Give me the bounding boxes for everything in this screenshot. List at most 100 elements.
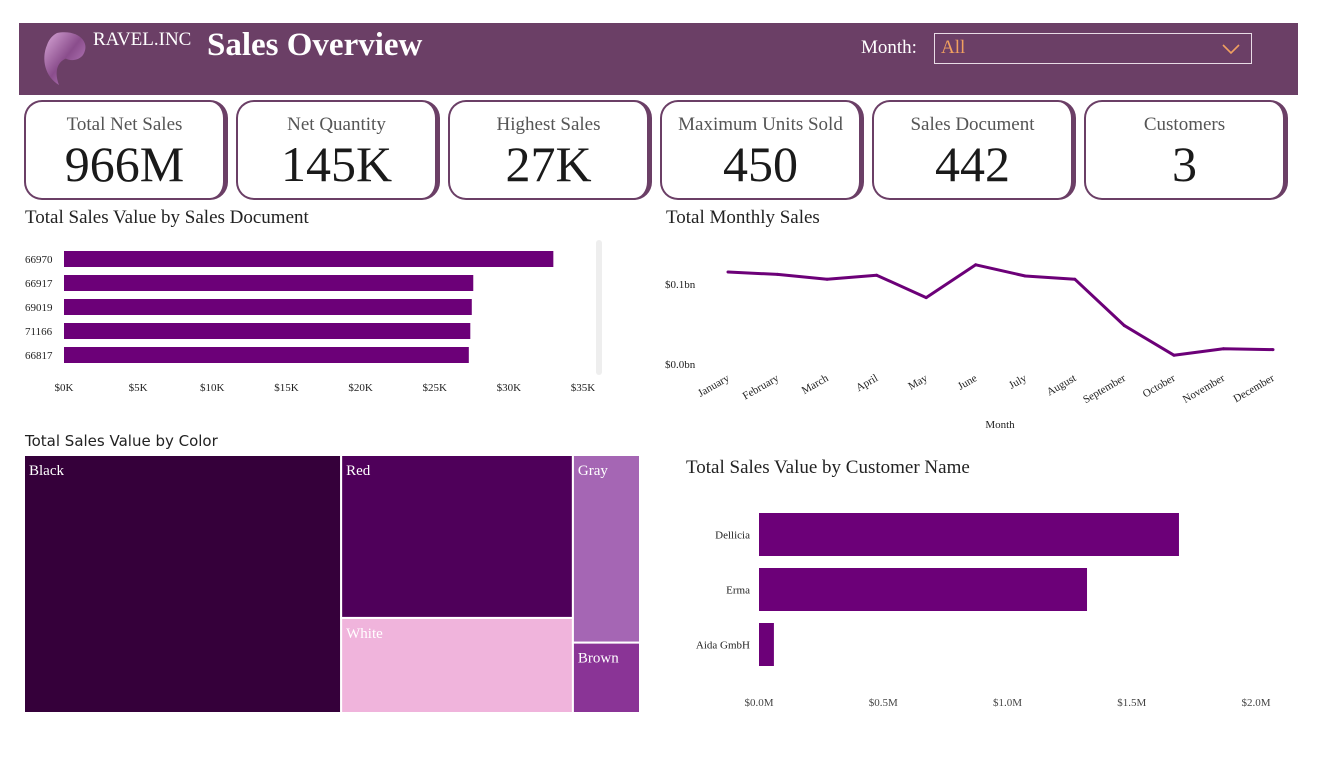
treemap-tile-gray — [571, 455, 640, 644]
data-point — [1122, 324, 1126, 328]
kpi-label: Maximum Units Sold — [678, 114, 843, 135]
treemap-label: Gray — [578, 463, 608, 479]
x-tick-label: $1.5M — [1117, 697, 1146, 709]
color-treemap-chart: Black Red White Gray Brown — [24, 455, 640, 713]
bar — [759, 568, 1088, 611]
kpi-value: 3 — [1172, 136, 1197, 192]
bar — [64, 323, 471, 339]
kpi-label: Customers — [1143, 114, 1226, 135]
kpi-value: 145K — [280, 136, 393, 192]
y-tick-label: $0.1bn — [665, 279, 696, 291]
category-label: Aida GmbH — [696, 640, 750, 652]
x-tick-label: July — [1007, 372, 1029, 392]
data-point — [924, 296, 928, 300]
brand-name: RAVEL.INC — [93, 29, 192, 50]
kpi-card-customers: Customers 3 — [1084, 100, 1288, 200]
bar — [64, 347, 469, 363]
kpi-label: Net Quantity — [287, 114, 386, 135]
data-point — [974, 263, 978, 267]
data-point — [776, 272, 780, 276]
kpi-card-highest-sales: Highest Sales 27K — [448, 100, 652, 200]
treemap-tile-brown — [571, 641, 640, 713]
x-tick-label: $0.0M — [744, 697, 773, 709]
x-tick-label: April — [854, 372, 880, 394]
customer-chart-title: Total Sales Value by Customer Name — [686, 457, 970, 478]
category-label: Erma — [726, 585, 750, 597]
data-point — [1172, 353, 1176, 357]
chart-scrollbar[interactable] — [596, 240, 602, 375]
x-tick-label: November — [1181, 372, 1227, 406]
kpi-label: Highest Sales — [496, 114, 601, 135]
ribbon-logo-icon — [44, 32, 86, 85]
x-tick-label: $30K — [497, 382, 522, 394]
data-point — [1271, 348, 1275, 352]
customer-bar-chart: Dellicia Erma Aida GmbH $0.0M $0.5M $1.0M $1.5… — [696, 513, 1271, 709]
x-tick-label: December — [1231, 372, 1276, 405]
treemap-label: Black — [29, 463, 64, 479]
treemap-label: White — [346, 626, 383, 642]
doc-chart-title: Total Sales Value by Sales Document — [25, 207, 309, 228]
bar — [64, 275, 474, 291]
x-tick-label: $20K — [348, 382, 373, 394]
x-tick-label: $15K — [274, 382, 299, 394]
monthly-chart-title: Total Monthly Sales — [666, 207, 820, 228]
kpi-value: 442 — [935, 136, 1010, 192]
x-tick-label: September — [1081, 372, 1128, 406]
x-tick-label: $1.0M — [993, 697, 1022, 709]
x-tick-label: May — [906, 372, 930, 393]
x-tick-label: $0K — [55, 382, 74, 394]
data-point — [875, 273, 879, 277]
chevron-down-icon[interactable] — [1221, 42, 1241, 56]
y-tick-label: $0.0bn — [665, 359, 696, 371]
x-tick-label: $2.0M — [1241, 697, 1270, 709]
bar — [759, 623, 774, 666]
x-tick-label: $5K — [129, 382, 148, 394]
header-bar: RAVEL.INC Sales Overview Month: All — [19, 23, 1298, 95]
bar — [64, 251, 554, 267]
x-tick-label: October — [1141, 372, 1178, 400]
x-tick-label: June — [956, 372, 980, 393]
month-selected-value: All — [941, 37, 966, 58]
kpi-card-sales-document: Sales Document 442 — [872, 100, 1076, 200]
monthly-sales-line-chart: $0.0bn $0.1bn January February March April May… — [665, 263, 1277, 431]
bar — [64, 299, 472, 315]
x-axis-label: Month — [985, 419, 1015, 431]
kpi-label: Total Net Sales — [66, 114, 183, 135]
x-tick-label: August — [1045, 372, 1079, 398]
x-tick-label: February — [741, 372, 782, 402]
category-label: 69019 — [25, 302, 53, 314]
treemap-tile-white — [340, 616, 574, 713]
month-dropdown[interactable]: All — [934, 33, 1252, 64]
kpi-card-net-quantity: Net Quantity 145K — [236, 100, 440, 200]
treemap-label: Brown — [578, 651, 619, 667]
data-point — [726, 270, 730, 274]
x-tick-label: $10K — [200, 382, 225, 394]
x-tick-label: $0.5M — [869, 697, 898, 709]
data-point — [825, 277, 829, 281]
kpi-card-total-net-sales: Total Net Sales 966M — [24, 100, 228, 200]
kpi-value: 966M — [64, 136, 185, 192]
treemap-label: Red — [346, 463, 371, 479]
month-filter-label: Month: — [861, 37, 917, 58]
treemap-tile-red — [340, 455, 574, 619]
bar — [759, 513, 1179, 556]
kpi-value: 27K — [505, 136, 592, 192]
category-label: Dellicia — [715, 530, 750, 542]
kpi-value: 450 — [723, 136, 798, 192]
x-tick-label: January — [696, 372, 732, 400]
data-point — [1023, 274, 1027, 278]
category-label: 66817 — [25, 350, 53, 362]
kpi-label: Sales Document — [910, 114, 1035, 135]
monthly-sales-line — [727, 263, 1274, 357]
color-chart-title: Total Sales Value by Color — [25, 432, 218, 450]
x-tick-label: $25K — [422, 382, 447, 394]
x-tick-label: $35K — [571, 382, 596, 394]
data-point — [1221, 347, 1225, 351]
category-label: 71166 — [25, 326, 53, 338]
sales-document-bar-chart: 66970 66917 69019 71166 66817 $0K $5K $10K $15K $… — [25, 240, 602, 394]
category-label: 66917 — [25, 278, 53, 290]
data-point — [1073, 277, 1077, 281]
kpi-card-maximum-units-sold: Maximum Units Sold 450 — [660, 100, 864, 200]
x-tick-label: March — [800, 372, 831, 397]
page-title: Sales Overview — [207, 27, 423, 63]
